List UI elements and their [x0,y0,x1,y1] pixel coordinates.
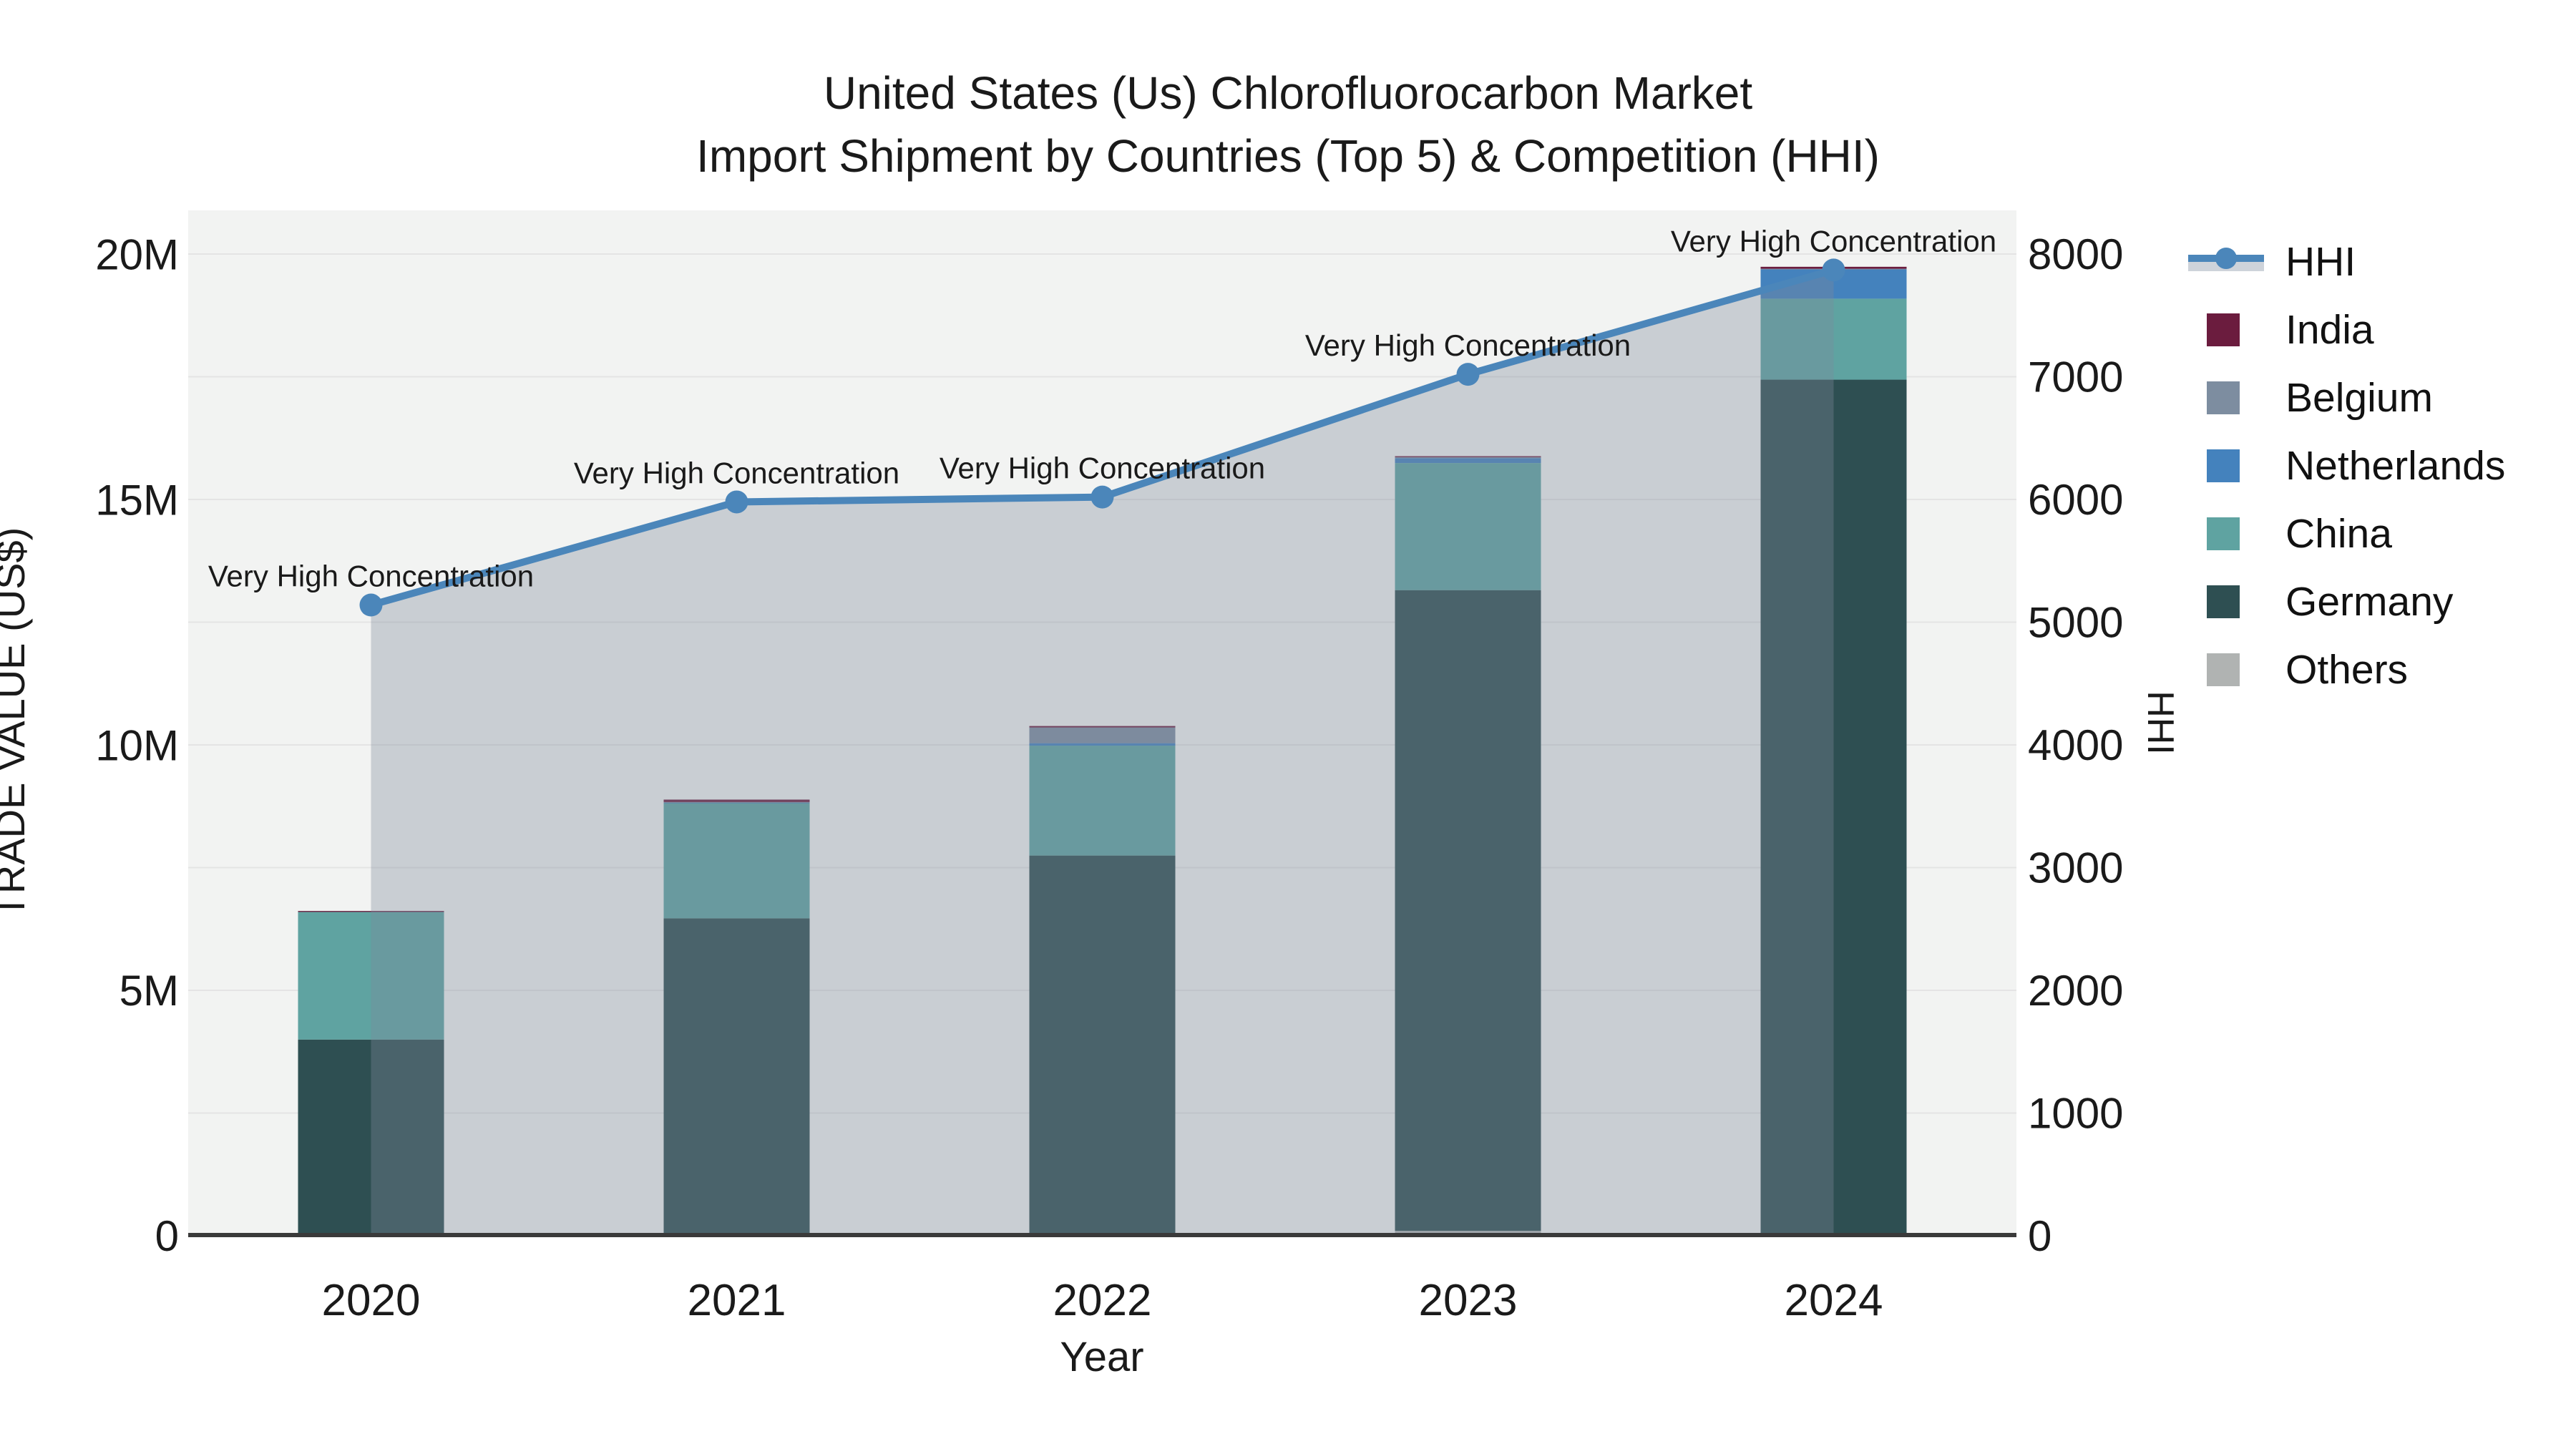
y-left-tick-0: 0 [155,1212,179,1260]
annotation-2024: Very High Concentration [1671,224,1996,258]
legend-swatch-india [2188,313,2264,346]
legend-item-germany: Germany [2188,567,2505,635]
legend-label: HHI [2285,238,2356,285]
annotation-2022: Very High Concentration [940,452,1265,485]
hhi-marker-2020 [359,593,383,617]
legend-swatch-others [2188,653,2264,686]
hhi-marker-2022 [1091,485,1114,509]
legend-label: Netherlands [2285,442,2506,489]
chart-title-line2: Import Shipment by Countries (Top 5) & C… [696,130,1880,182]
y-right-tick-6000: 6000 [2028,476,2123,524]
color-swatch-icon [2207,381,2240,414]
hhi-marker-2024 [1822,258,1845,282]
legend-label: Others [2285,646,2409,693]
bar-segment-germany-2023 [1395,590,1541,1231]
y-right-tick-1000: 1000 [2028,1090,2123,1138]
x-tick-labels: 2020 2021 2022 2023 2024 [322,1276,1883,1325]
legend-label: China [2285,510,2392,557]
bar-segment-china-2024 [1760,298,1907,380]
bar-segment-belgium-2021 [663,801,810,803]
bar-segment-germany-2022 [1029,855,1176,1236]
x-axis-baseline [188,1233,2016,1237]
bar-segment-germany-2021 [663,918,810,1236]
x-axis-line [188,1233,2016,1237]
bar-segment-china-2021 [663,803,810,919]
y-left-tick-labels: 0 5M 10M 15M 20M [95,231,179,1260]
color-swatch-icon [2207,517,2240,550]
bar-series [298,266,1907,1236]
legend-item-china: China [2188,499,2505,567]
hhi-marker-2021 [725,490,748,514]
y-right-tick-7000: 7000 [2028,353,2123,401]
hhi-marker-icon [2215,247,2237,269]
bar-segment-china-2023 [1395,463,1541,590]
bar-segment-germany-2024 [1760,379,1907,1236]
legend-item-belgium: Belgium [2188,364,2505,431]
y-right-tick-4000: 4000 [2028,721,2123,769]
legend-item-others: Others [2188,635,2505,703]
annotation-2023: Very High Concentration [1305,328,1631,362]
y-right-tick-0: 0 [2028,1212,2051,1260]
color-swatch-icon [2207,585,2240,618]
legend-swatch-germany [2188,585,2264,618]
color-swatch-icon [2207,313,2240,346]
y-right-axis-title: HHI [2140,691,2181,755]
y-left-axis-title: TRADE VALUE (US$) [0,527,33,919]
bar-segment-india-2020 [298,911,444,912]
y-left-tick-10M: 10M [95,721,179,769]
x-tick-2022: 2022 [1053,1276,1152,1325]
color-swatch-icon [2207,653,2240,686]
y-right-tick-8000: 8000 [2028,230,2123,278]
x-tick-2023: 2023 [1419,1276,1518,1325]
legend-label: India [2285,306,2374,353]
x-tick-2021: 2021 [688,1276,786,1325]
y-right-tick-labels: 0 1000 2000 3000 4000 5000 6000 7000 8000 [2028,230,2123,1260]
y-left-tick-5M: 5M [119,967,179,1015]
bar-segment-india-2022 [1029,726,1176,728]
annotations: Very High Concentration Very High Concent… [208,224,1996,592]
bar-segment-india-2021 [663,799,810,802]
bar-segment-netherlands-2021 [663,802,810,804]
legend-swatch-china [2188,517,2264,550]
x-tick-2020: 2020 [322,1276,421,1325]
legend-label: Germany [2285,578,2454,625]
bar-segment-china-2020 [298,912,444,1040]
legend: HHI India Belgium Netherlands China Germany Ot… [2188,228,2505,703]
bar-segment-belgium-2023 [1395,457,1541,459]
y-right-tick-5000: 5000 [2028,599,2123,647]
annotation-2021: Very High Concentration [574,456,899,489]
legend-label: Belgium [2285,374,2433,421]
legend-item-india: India [2188,296,2505,364]
annotation-2020: Very High Concentration [208,560,534,593]
y-right-tick-3000: 3000 [2028,844,2123,892]
hhi-marker-2023 [1456,363,1480,386]
color-swatch-icon [2207,449,2240,482]
legend-swatch-netherlands [2188,449,2264,482]
hhi-line [359,258,1845,617]
legend-item-hhi: HHI [2188,228,2505,296]
bar-segment-belgium-2022 [1029,727,1176,743]
bar-segment-netherlands-2023 [1395,458,1541,464]
bar-segment-germany-2020 [298,1039,444,1236]
legend-swatch-belgium [2188,381,2264,414]
hhi-line-symbol [2188,245,2264,278]
y-right-tick-2000: 2000 [2028,967,2123,1015]
y-left-tick-15M: 15M [95,477,179,525]
bar-segment-netherlands-2022 [1029,743,1176,746]
y-left-tick-20M: 20M [95,231,179,279]
bar-segment-china-2022 [1029,746,1176,856]
legend-item-netherlands: Netherlands [2188,431,2505,499]
chart-title-line1: United States (Us) Chlorofluorocarbon Ma… [824,67,1753,119]
x-tick-2024: 2024 [1785,1276,1883,1325]
x-axis-title: Year [1060,1334,1143,1380]
